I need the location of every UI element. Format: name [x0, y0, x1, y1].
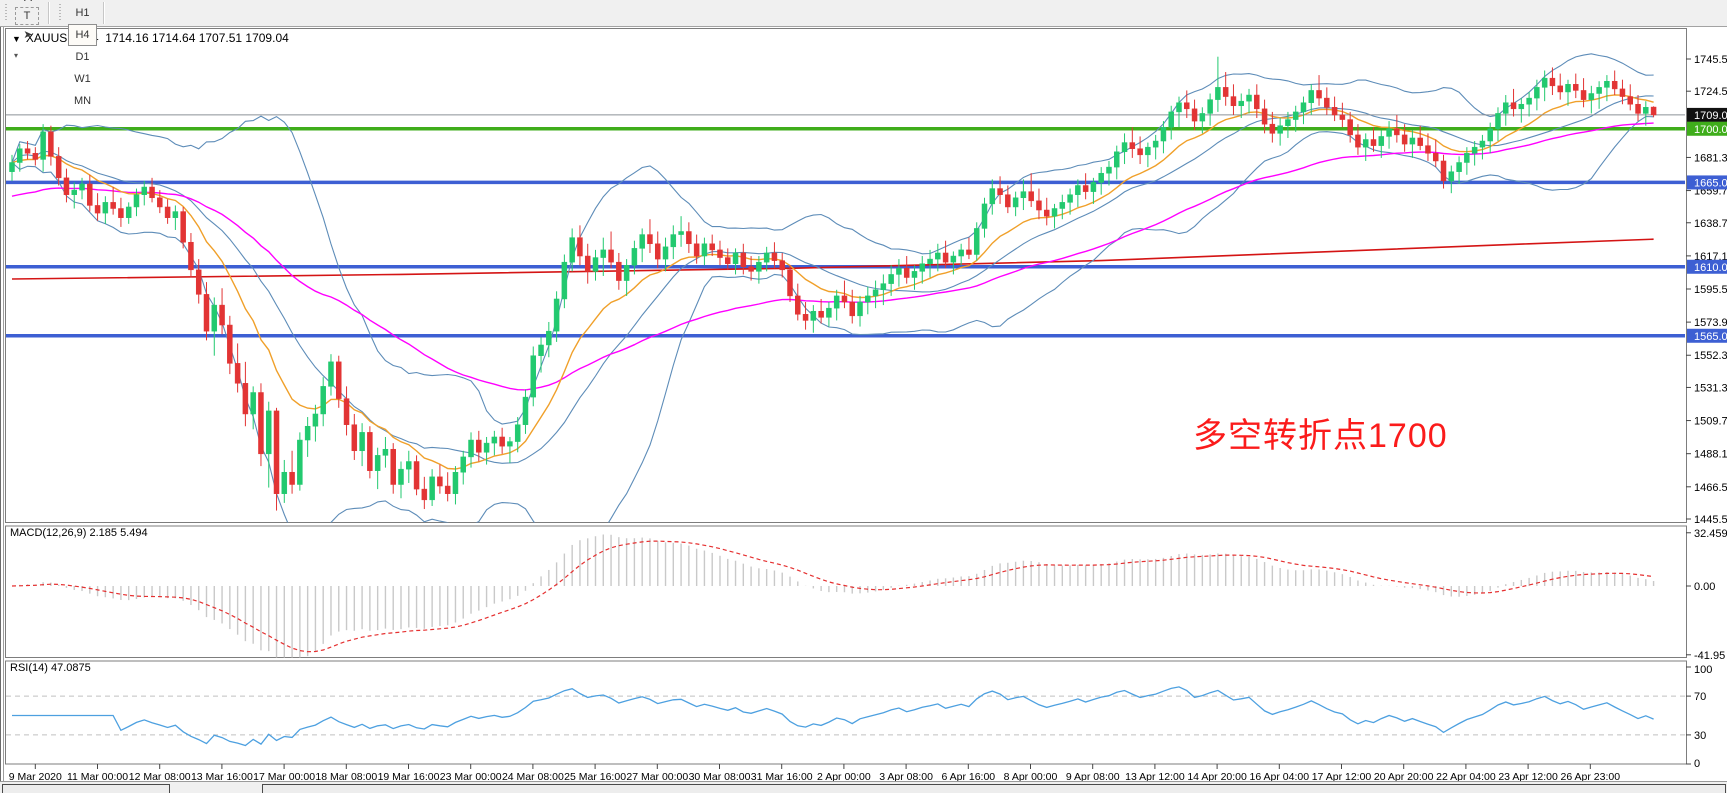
dropdown-caret-icon[interactable]: ▾	[14, 50, 19, 60]
svg-text:27 Mar 00:00: 27 Mar 00:00	[626, 771, 688, 781]
svg-text:16 Apr 04:00: 16 Apr 04:00	[1250, 771, 1310, 781]
svg-text:22 Apr 04:00: 22 Apr 04:00	[1436, 771, 1496, 781]
svg-text:17 Mar 00:00: 17 Mar 00:00	[253, 771, 315, 781]
svg-text:1709.04: 1709.04	[1694, 110, 1727, 122]
svg-text:0.00: 0.00	[1694, 581, 1715, 593]
toolbar-separator	[48, 2, 49, 24]
symbol-dropdown-icon[interactable]: ▼	[12, 34, 21, 44]
svg-text:23 Mar 00:00: 23 Mar 00:00	[440, 771, 502, 781]
svg-text:1724.50: 1724.50	[1694, 86, 1727, 98]
svg-text:13 Mar 16:00: 13 Mar 16:00	[191, 771, 253, 781]
svg-text:1552.30: 1552.30	[1694, 350, 1727, 362]
svg-text:1700.00: 1700.00	[1694, 124, 1727, 136]
svg-text:23 Apr 12:00: 23 Apr 12:00	[1498, 771, 1558, 781]
svg-text:20 Apr 20:00: 20 Apr 20:00	[1374, 771, 1434, 781]
svg-text:0: 0	[1694, 758, 1700, 770]
svg-text:1573.90: 1573.90	[1694, 317, 1727, 329]
toolbar-grip-2[interactable]	[57, 4, 64, 22]
svg-text:100: 100	[1694, 664, 1712, 676]
toolbar: FAT➤▾ M1M5M15M30H1H4D1W1MN	[0, 0, 1727, 107]
svg-text:1488.10: 1488.10	[1694, 449, 1727, 461]
candles	[9, 56, 1657, 511]
svg-text:1466.50: 1466.50	[1694, 482, 1727, 494]
svg-text:11 Mar 00:00: 11 Mar 00:00	[67, 771, 128, 781]
chart-title: ▼ XAUUSD-,H4 1714.16 1714.64 1707.51 1709…	[12, 31, 289, 45]
svg-text:19 Mar 16:00: 19 Mar 16:00	[378, 771, 440, 781]
svg-text:1445.50: 1445.50	[1694, 514, 1727, 526]
svg-text:1745.50: 1745.50	[1694, 54, 1727, 66]
turning-point-annotation: 多空转折点1700	[1193, 417, 1448, 455]
svg-text:1665.00: 1665.00	[1694, 177, 1727, 189]
svg-text:26 Apr 23:00: 26 Apr 23:00	[1561, 771, 1621, 781]
rsi-indicator-label: RSI(14) 47.0875	[10, 662, 91, 674]
svg-text:1638.70: 1638.70	[1694, 218, 1727, 230]
svg-text:32.459: 32.459	[1694, 528, 1727, 540]
svg-text:8 Apr 00:00: 8 Apr 00:00	[1004, 771, 1058, 781]
svg-text:30 Mar 08:00: 30 Mar 08:00	[689, 771, 751, 781]
svg-text:9 Apr 08:00: 9 Apr 08:00	[1066, 771, 1120, 781]
svg-text:1509.70: 1509.70	[1694, 416, 1727, 428]
macd-indicator-label: MACD(12,26,9) 2.185 5.494	[10, 527, 148, 539]
svg-text:2 Apr 00:00: 2 Apr 00:00	[817, 771, 871, 781]
timeframe-button-D1[interactable]: D1	[75, 51, 90, 63]
timeframe-button-H1[interactable]: H1	[75, 7, 90, 19]
timeframe-button-H4[interactable]: H4	[68, 24, 97, 46]
svg-text:25 Mar 16:00: 25 Mar 16:00	[564, 771, 626, 781]
svg-text:14 Apr 20:00: 14 Apr 20:00	[1187, 771, 1247, 781]
date-axis: 9 Mar 2020 11 Mar 00:00 12 Mar 08:00 13 Mar…	[9, 764, 1620, 781]
toolbar-separator-2	[103, 2, 104, 24]
svg-text:1565.00: 1565.00	[1694, 331, 1727, 343]
svg-text:13 Apr 12:00: 13 Apr 12:00	[1125, 771, 1185, 781]
svg-text:9 Mar 2020: 9 Mar 2020	[9, 771, 62, 781]
svg-text:-41.95: -41.95	[1694, 650, 1725, 662]
macd-panel[interactable]	[11, 534, 1655, 663]
svg-text:30: 30	[1694, 730, 1706, 742]
chart-tab[interactable]	[262, 784, 1726, 793]
timeframes-group: M1M5M15M30H1H4D1W1MN	[67, 0, 98, 112]
chart-window[interactable]: 1745.501724.501681.301659.701638.701617.…	[0, 27, 1727, 781]
text-label-icon[interactable]: T	[15, 6, 39, 25]
svg-text:1531.30: 1531.30	[1694, 382, 1727, 394]
svg-text:70: 70	[1694, 691, 1706, 703]
svg-text:3 Apr 08:00: 3 Apr 08:00	[879, 771, 933, 781]
timeframe-button-MN[interactable]: MN	[73, 95, 92, 107]
chart-canvas[interactable]: 1745.501724.501681.301659.701638.701617.…	[0, 27, 1727, 781]
svg-text:1681.30: 1681.30	[1694, 152, 1727, 164]
svg-text:18 Mar 08:00: 18 Mar 08:00	[315, 771, 377, 781]
svg-text:31 Mar 16:00: 31 Mar 16:00	[751, 771, 813, 781]
window-tab-strip	[0, 781, 1727, 793]
svg-text:1610.00: 1610.00	[1694, 262, 1727, 274]
chart-tab[interactable]	[2, 784, 170, 793]
timeframe-button-W1[interactable]: W1	[74, 73, 91, 85]
toolbar-grip[interactable]	[3, 4, 10, 22]
ohlc-values: 1714.16 1714.64 1707.51 1709.04	[105, 31, 289, 45]
svg-text:12 Mar 08:00: 12 Mar 08:00	[129, 771, 191, 781]
svg-text:6 Apr 16:00: 6 Apr 16:00	[941, 771, 995, 781]
draw-arrow-icon[interactable]: ➤	[23, 29, 33, 41]
price-panel[interactable]	[6, 53, 1685, 562]
drawing-tools-group: FAT➤▾	[13, 0, 43, 63]
rsi-panel[interactable]	[6, 686, 1685, 747]
text-annotation-icon[interactable]: A	[15, 0, 41, 7]
svg-text:24 Mar 08:00: 24 Mar 08:00	[502, 771, 564, 781]
svg-text:17 Apr 12:00: 17 Apr 12:00	[1312, 771, 1372, 781]
svg-text:1595.50: 1595.50	[1694, 284, 1727, 296]
price-axis: 1745.501724.501681.301659.701638.701617.…	[1686, 54, 1727, 770]
